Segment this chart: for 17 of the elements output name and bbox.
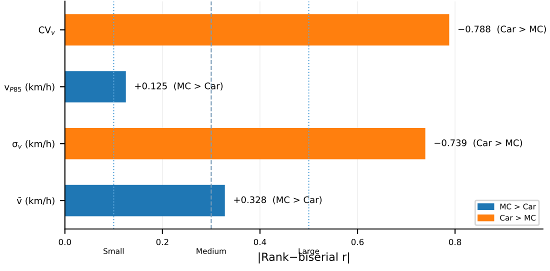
- x-tick-label: 0.2: [156, 238, 168, 246]
- data-label: −0.739 (Car > MC): [434, 139, 522, 148]
- y-tick-label: v̄ (km/h): [16, 197, 54, 206]
- data-label: −0.788 (Car > MC): [458, 25, 546, 34]
- data-label: +0.328 (MC > Car): [234, 196, 322, 204]
- bar: [64, 71, 126, 102]
- bar: [64, 128, 426, 160]
- x-tick-label: 0.8: [448, 238, 462, 246]
- y-tick-label: v$_{P85}$ (km/h): [4, 83, 54, 92]
- x-tick-label: 0.4: [254, 238, 266, 246]
- x-tick-label: 0.6: [351, 238, 364, 246]
- y-tick-label: σ$_{v}$ (km/h): [12, 140, 54, 149]
- data-label: +0.125 (MC > Car): [135, 82, 223, 90]
- y-tick-label: CV$_{v}$: [38, 26, 55, 35]
- x-tick-label: 0.0: [58, 238, 71, 246]
- bar: [64, 14, 450, 46]
- bar: [64, 184, 225, 216]
